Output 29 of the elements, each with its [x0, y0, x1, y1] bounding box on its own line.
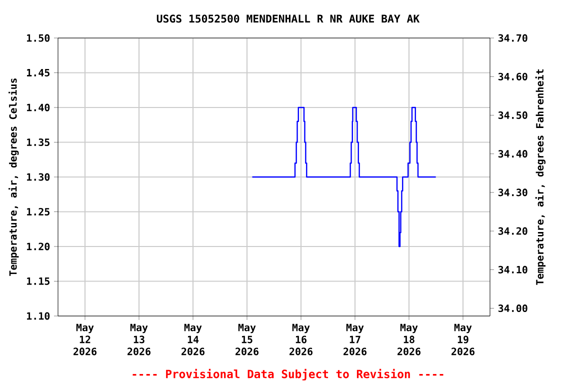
x-tick-label: May 16 2026: [290, 324, 312, 356]
chart-title: USGS 15052500 MENDENHALL R NR AUKE BAY AK: [156, 14, 420, 23]
text: ---- Provisional Data Subject to Revision ----: [132, 368, 444, 380]
y-tick-label: 1.25: [27, 208, 50, 216]
y2-tick-label: 34.70: [498, 34, 528, 42]
x-tick-label: May 18 2026: [398, 324, 420, 356]
y-tick-label: 1.50: [27, 34, 50, 42]
y-tick-label: 1.15: [27, 278, 50, 285]
x-tick-label: May 12 2026: [74, 324, 96, 356]
y-axis-title: Temperature, air, degrees Celsius: [8, 78, 19, 276]
y2-tick-label: 34.40: [498, 150, 528, 158]
x-tick-label: May 14 2026: [182, 324, 204, 356]
y2-tick-label: 34.60: [498, 72, 528, 80]
x-tick-label: May 15 2026: [236, 324, 258, 356]
y-tick-label: 1.10: [27, 312, 50, 320]
y-tick-label: 1.20: [27, 242, 50, 250]
y2-tick-label: 34.30: [498, 188, 528, 196]
y-tick-label: 1.35: [27, 138, 50, 146]
y-tick-label: 1.45: [27, 69, 50, 76]
y2-tick-label: 34.20: [498, 227, 528, 235]
x-tick-label: May 13 2026: [128, 324, 150, 356]
y-tick-label: 1.30: [27, 173, 50, 181]
x-tick-label: May 19 2026: [452, 324, 474, 356]
y2-tick-label: 34.50: [498, 111, 528, 119]
y2-tick-label: 34.10: [498, 266, 528, 274]
y2-axis-title: Temperature, air, degrees Fahrenheit: [535, 69, 546, 285]
y-tick-label: 1.40: [27, 104, 50, 112]
x-tick-label: May 17 2026: [344, 324, 366, 356]
y2-tick-label: 34.00: [498, 304, 528, 312]
